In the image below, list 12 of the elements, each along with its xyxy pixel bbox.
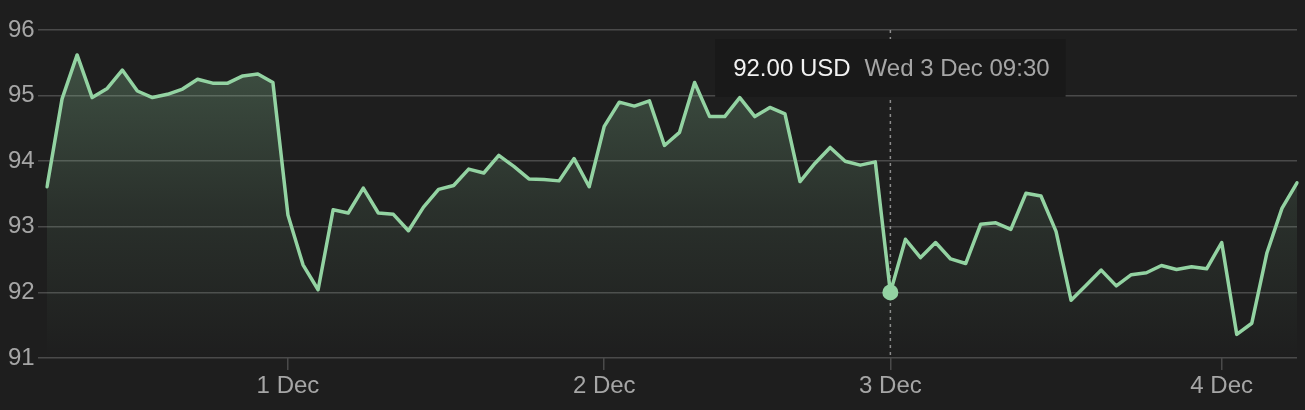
y-tick-label: 91 — [8, 342, 35, 370]
ref-line-label: Wed 3 Dec 09:30 — [864, 53, 1050, 81]
x-tick-label: 3 Dec — [859, 371, 922, 399]
x-tick-label: 1 Dec — [256, 371, 320, 399]
x-tick-label: 4 Dec — [1190, 371, 1254, 399]
y-tick-label: 96 — [8, 14, 35, 42]
annotation: 92.00 USD — [733, 53, 851, 81]
x-tick-label: 2 Dec — [572, 371, 636, 399]
y-tick-label: 94 — [8, 145, 35, 173]
y-tick-label: 92 — [8, 277, 35, 305]
y-tick-label: 95 — [8, 80, 35, 108]
y-tick-label: 93 — [8, 211, 35, 239]
